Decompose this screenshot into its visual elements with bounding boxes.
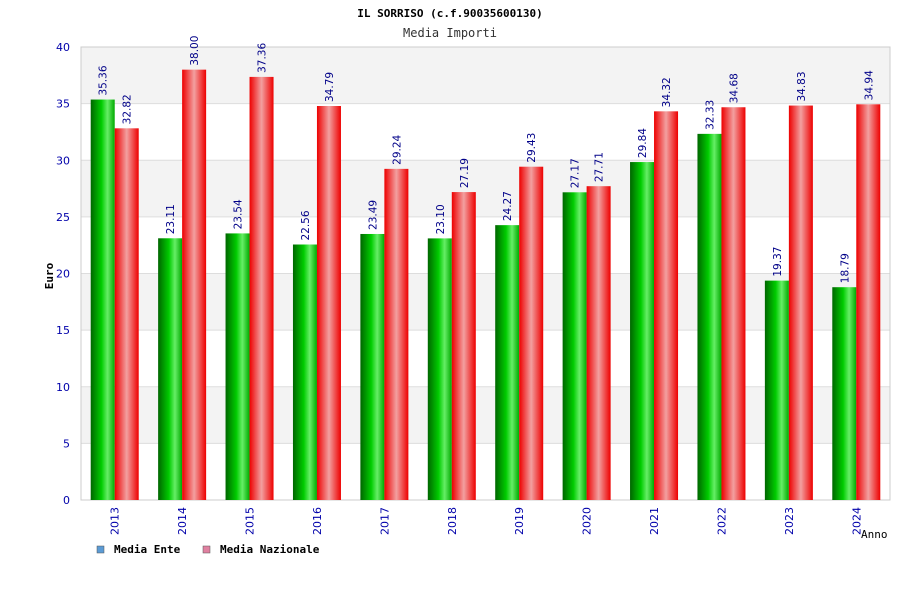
chart-subtitle: Media Importi xyxy=(403,26,497,40)
y-tick-label: 35 xyxy=(56,98,70,111)
bar-media-ente xyxy=(764,280,789,500)
bar-media-nazionale xyxy=(451,192,476,501)
x-tick-label: 2022 xyxy=(715,507,728,535)
y-tick-label: 40 xyxy=(56,41,70,54)
bar-media-ente xyxy=(427,238,452,500)
data-label-media-nazionale: 34.79 xyxy=(324,72,336,102)
legend-label-nazionale: Media Nazionale xyxy=(220,543,320,556)
x-tick-label: 2021 xyxy=(648,507,661,535)
x-tick-label: 2014 xyxy=(176,507,189,535)
data-label-media-nazionale: 32.82 xyxy=(122,94,134,124)
bar-media-ente xyxy=(832,287,857,500)
legend: Media Ente Media Nazionale xyxy=(96,543,320,556)
bar-media-ente xyxy=(292,244,317,500)
grid xyxy=(80,46,891,501)
bar-media-nazionale xyxy=(519,166,544,500)
y-tick-label: 15 xyxy=(56,324,70,337)
data-label-media-ente: 22.56 xyxy=(300,210,312,240)
x-tick-label: 2016 xyxy=(311,507,324,535)
y-tick-label: 0 xyxy=(63,494,70,507)
bar-media-nazionale xyxy=(721,107,746,501)
y-tick-label: 10 xyxy=(56,381,70,394)
bar-media-nazionale xyxy=(856,104,881,500)
bar-media-ente xyxy=(360,233,385,500)
data-label-media-ente: 27.17 xyxy=(570,158,582,188)
data-label-media-nazionale: 34.32 xyxy=(661,77,673,107)
data-label-media-nazionale: 37.36 xyxy=(257,43,269,73)
y-axis-label: Euro xyxy=(43,262,56,289)
data-label-media-nazionale: 29.43 xyxy=(526,133,538,163)
grid-band xyxy=(81,47,890,104)
bar-media-nazionale xyxy=(654,111,679,501)
y-axis: 0 5 10 15 20 25 30 35 40 xyxy=(56,41,70,507)
bar-media-nazionale xyxy=(788,105,813,501)
legend-swatch-ente xyxy=(96,545,105,554)
legend-label-ente: Media Ente xyxy=(114,543,181,556)
x-tick-label: 2018 xyxy=(446,507,459,535)
bar-media-nazionale xyxy=(182,69,207,501)
bar-media-nazionale xyxy=(384,168,409,500)
grid-band xyxy=(81,386,890,444)
y-tick-label: 25 xyxy=(56,211,70,224)
data-label-media-nazionale: 27.19 xyxy=(459,158,471,188)
x-tick-label: 2013 xyxy=(109,507,122,535)
y-tick-label: 20 xyxy=(56,268,70,281)
x-tick-label: 2020 xyxy=(581,507,594,535)
x-tick-label: 2023 xyxy=(783,507,796,535)
x-tick-label: 2017 xyxy=(378,507,391,535)
chart-title: IL SORRISO (c.f.90035600130) xyxy=(357,7,542,20)
bar-media-nazionale xyxy=(586,186,611,500)
data-label-media-ente: 29.84 xyxy=(637,128,649,158)
x-axis: 2013 2014 2015 2016 2017 2018 2019 2020 2021 2022… xyxy=(109,507,864,535)
data-label-media-ente: 18.79 xyxy=(839,253,851,283)
x-tick-label: 2019 xyxy=(513,507,526,535)
data-label-media-nazionale: 34.83 xyxy=(796,71,808,101)
x-tick-label: 2024 xyxy=(850,507,863,535)
bar-media-nazionale xyxy=(316,106,341,501)
bar-media-nazionale xyxy=(114,128,139,500)
data-label-media-ente: 23.10 xyxy=(435,204,447,234)
bars: 35.36 32.82 23.11 38.00 23.54 37.36 22.56 34.79… xyxy=(90,36,881,501)
bar-media-nazionale xyxy=(249,76,274,500)
data-label-media-ente: 32.33 xyxy=(704,100,716,130)
bar-media-ente xyxy=(495,225,520,500)
grid-band xyxy=(81,160,890,217)
bar-media-ente xyxy=(697,133,722,501)
legend-swatch-nazionale xyxy=(202,545,211,554)
bar-media-ente xyxy=(158,238,183,501)
bar-media-ente xyxy=(225,233,250,501)
bar-media-ente xyxy=(630,162,655,500)
x-tick-label: 2015 xyxy=(244,507,257,535)
data-label-media-ente: 23.11 xyxy=(165,204,177,234)
bar-media-ente xyxy=(562,192,587,500)
data-label-media-nazionale: 38.00 xyxy=(189,36,201,66)
data-label-media-ente: 23.49 xyxy=(367,200,379,230)
data-label-media-nazionale: 34.94 xyxy=(863,70,875,100)
grid-band xyxy=(81,273,890,331)
data-label-media-ente: 35.36 xyxy=(98,65,110,95)
data-label-media-nazionale: 27.71 xyxy=(594,152,606,182)
data-label-media-ente: 24.27 xyxy=(502,191,514,221)
data-label-media-ente: 23.54 xyxy=(233,199,245,229)
y-tick-label: 5 xyxy=(63,437,70,450)
data-label-media-ente: 19.37 xyxy=(772,247,784,277)
data-label-media-nazionale: 34.68 xyxy=(728,73,740,103)
bar-media-ente xyxy=(90,99,115,500)
data-label-media-nazionale: 29.24 xyxy=(391,134,403,164)
x-axis-label: Anno xyxy=(861,528,888,541)
plot-frame xyxy=(80,46,891,501)
y-tick-label: 30 xyxy=(56,154,70,167)
